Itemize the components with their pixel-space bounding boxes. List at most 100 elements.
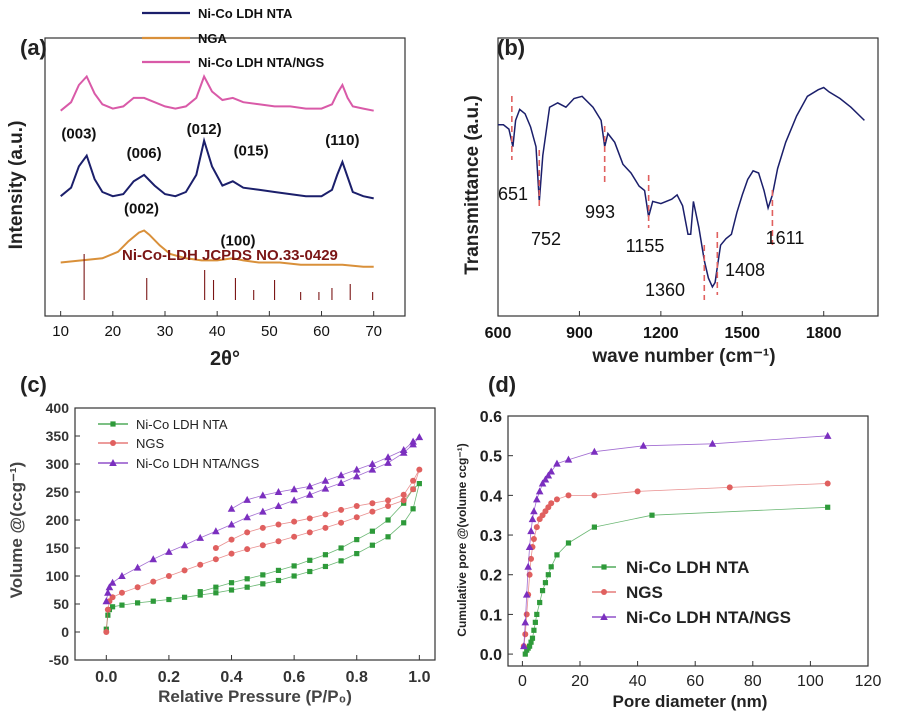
reference-label: Ni-Co-LDH JCPDS NO.33-0429 [122,247,338,264]
legend-text-d-ngs: NGS [626,583,663,602]
data-point [369,528,375,534]
legend-text-nga: NGA [198,31,228,46]
legend-marker [110,440,116,446]
legend-text-c-ngs: NGS [136,436,165,451]
data-point [545,572,551,578]
data-point [824,480,831,487]
panel-a-plot [60,74,374,300]
y-tick-label: 250 [46,484,70,500]
data-point [525,542,534,550]
data-point [352,472,361,480]
data-point [530,536,537,543]
data-point [260,581,266,587]
data-point [322,511,329,518]
x-tick-label: 0.2 [158,669,180,686]
data-point [385,503,392,509]
y-tick-label: 200 [46,512,70,528]
data-point [522,651,528,657]
data-point [369,500,376,507]
y-tick-label: 150 [46,540,70,556]
data-point [212,556,219,563]
data-point [385,517,391,523]
data-point [639,441,648,449]
data-point [726,484,733,491]
data-point [105,583,114,591]
legend-marker [600,613,608,620]
data-point [321,476,330,484]
peak-label: (110) [325,132,359,149]
data-point [548,564,554,570]
x-tick-label: 20 [571,673,589,690]
marker-label: 651 [498,184,528,204]
panel-c-axes: 0.0 0.2 0.4 0.6 0.8 1.0 -50 0 50 100 150 200 250 300 3… [46,400,431,686]
data-point [228,550,235,557]
panel-a-xlabel: 2θ° [210,348,240,370]
marker-label: 1360 [645,280,685,300]
y-tick-label: 0.0 [480,647,502,664]
data-point [243,495,251,503]
data-point [542,580,549,586]
data-point [369,508,376,515]
data-point [212,527,220,535]
x-tick-label: 120 [855,673,882,690]
data-point [353,503,360,509]
data-point [321,484,330,492]
panel-c-plot [102,433,424,635]
panel-c-legend: Ni-Co LDH NTA NGS Ni-Co LDH NTA/NGS [98,417,260,471]
x-tick-label: 40 [209,323,226,340]
data-point [823,431,832,439]
data-point [534,611,540,618]
panel-a-legend: Ni-Co LDH NTA NGA Ni-Co LDH NTA/NGS [142,6,324,70]
data-point [415,433,424,441]
legend-text-nico-ngs: Ni-Co LDH NTA/NGS [198,55,324,70]
panel-d-ylabel: Cumulative pore @(volume ccg⁻¹) [455,443,469,636]
data-point [228,580,235,586]
data-point [531,627,537,633]
series-line-c-2 [105,436,420,602]
series-line-d-0 [524,506,828,655]
data-point [337,471,345,479]
data-point [528,515,537,523]
data-point [306,515,313,522]
data-point [322,563,329,570]
legend-marker [109,459,117,466]
legend-marker [110,421,116,427]
data-point [307,557,313,563]
panel-a-axes: (003) (006) (012) (015) (110) (002) (100) 10 20 3… [52,121,382,340]
data-point [150,598,156,604]
data-point [338,519,345,526]
data-point [554,552,560,558]
data-point [565,492,572,499]
data-point [591,492,598,499]
data-point [165,547,173,555]
data-point [410,477,417,484]
data-point [275,538,282,545]
data-point [109,604,116,610]
panel-b-ylabel: Transmittance (a.u.) [462,95,483,275]
data-point [306,529,313,536]
data-point [213,590,219,596]
data-point [228,536,235,543]
panel-a-tag: (a) [20,35,47,60]
data-point [400,491,407,498]
data-point [322,552,329,558]
data-point [590,447,599,455]
peak-label: (003) [61,126,96,143]
data-point [338,506,345,513]
data-point [338,558,344,564]
peak-label: (100) [221,232,256,249]
marker-label: 993 [585,202,615,222]
data-point [530,507,538,515]
data-point [384,453,392,461]
y-tick-label: 350 [46,428,70,444]
x-tick-label: 1800 [806,325,842,342]
data-point [102,597,111,605]
data-point [524,562,532,570]
panel-c-ylabel: Volume @(ccg⁻¹) [7,462,26,599]
data-point [708,439,717,447]
peak-label: (002) [124,200,159,217]
data-point [399,446,408,453]
y-tick-label: 0.5 [480,449,502,466]
marker-label: 752 [531,229,561,249]
y-tick-label: 400 [46,400,70,416]
